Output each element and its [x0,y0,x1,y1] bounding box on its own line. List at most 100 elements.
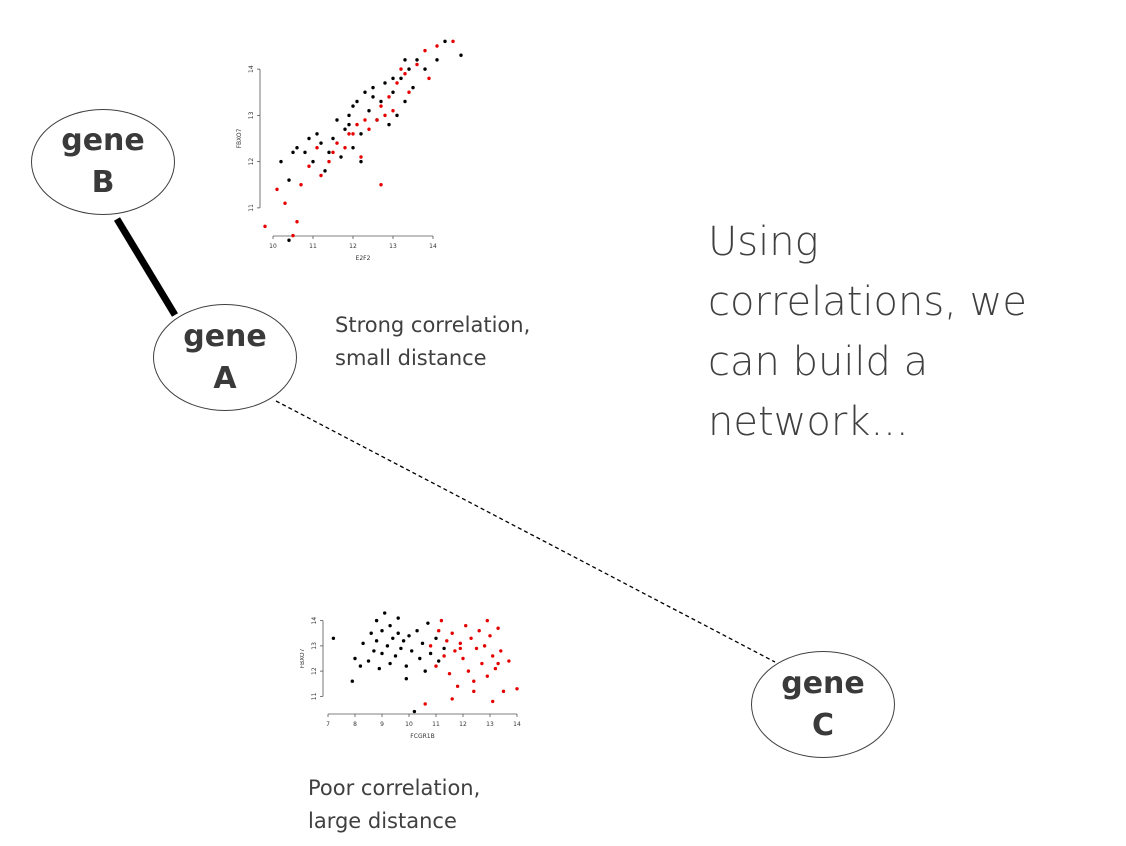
data-point [377,666,381,671]
data-point [399,646,403,651]
data-point [501,689,506,694]
data-point [367,127,371,131]
x-tick-label: 10 [269,243,277,250]
x-tick-label: 13 [389,243,397,250]
data-point [399,67,403,71]
x-tick-label: 8 [353,721,357,728]
data-point [423,669,427,673]
y-tick-label: 11 [311,692,318,700]
data-point [383,81,387,85]
data-point [343,127,347,131]
data-point [435,44,439,48]
data-point [319,173,323,178]
data-point [396,616,400,620]
gene-a-label-line2: A [213,360,237,396]
data-point [379,104,383,108]
data-point [347,132,351,136]
data-point [327,150,331,155]
caption-poor-line1: Poor correlation, [308,776,481,800]
x-tick-label: 14 [429,243,437,250]
data-point [303,150,307,155]
y-tick-label: 11 [248,204,255,212]
data-point [299,183,303,187]
y-tick-label: 12 [311,667,318,675]
data-point [420,641,425,646]
data-point [450,697,454,701]
data-point [275,187,279,192]
data-point [399,76,403,81]
data-point [410,649,414,653]
data-point [295,146,299,150]
scatter-plot-poor-correlation: 7 8 9 10 11 12 13 14 11 12 13 14 FCGR1B FBXO7 [299,580,542,745]
data-point [388,661,392,666]
data-point [496,661,500,666]
data-point [385,644,390,648]
data-point [439,618,444,623]
data-point [391,90,395,94]
data-point [391,76,395,81]
data-point [404,677,408,681]
data-point [442,654,446,658]
caption-poor-line2: large distance [308,809,457,833]
data-point [372,649,376,653]
data-point [464,623,468,628]
data-point [443,39,447,44]
caption-poor-correlation: Poor correlation, large distance [308,772,480,838]
data-point [295,220,299,224]
data-point [404,664,408,668]
gene-a-node[interactable]: gene A [153,304,297,411]
data-point [507,659,511,663]
data-point [363,90,367,94]
y-tick-label: 14 [311,617,318,625]
data-point [331,636,336,640]
data-point [427,76,431,81]
x-tick-label: 10 [405,721,413,728]
data-point [358,664,363,668]
gene-c-label-line1: gene [781,665,865,701]
data-point [388,623,392,628]
data-point [351,104,355,108]
data-point [447,671,452,676]
data-point [485,618,489,623]
data-point [458,641,462,646]
data-point [469,636,473,640]
data-point [323,169,327,173]
x-axis-label: E2F2 [356,255,371,262]
data-point [359,132,363,136]
data-point [371,95,375,99]
data-point [403,72,407,76]
data-point [395,81,399,85]
data-point [355,99,359,104]
data-point [380,651,384,656]
data-point [343,146,347,150]
data-point [415,629,419,633]
data-point [374,639,379,643]
gene-c-node[interactable]: gene C [751,651,895,758]
data-point [355,122,359,127]
data-point [361,641,365,646]
data-point [353,656,357,661]
data-point [450,631,454,635]
y-tick-label: 12 [248,158,255,166]
x-axis-label: FCGR1B [410,733,434,740]
data-point [387,122,391,127]
data-point [515,687,519,691]
data-point [434,664,438,668]
data-point [350,679,354,683]
data-point [428,644,433,648]
data-point [423,67,427,71]
data-point [359,159,363,164]
data-point [496,626,500,630]
gene-b-node[interactable]: gene B [31,109,175,215]
y-tick-label: 13 [248,111,255,119]
data-point [423,702,427,706]
data-point [442,646,446,651]
data-point [434,636,438,640]
data-point [291,233,295,238]
data-point [311,159,315,164]
data-point [363,118,367,122]
data-point [380,629,384,633]
data-point [426,621,430,625]
data-point [401,639,406,643]
data-point [493,666,498,671]
